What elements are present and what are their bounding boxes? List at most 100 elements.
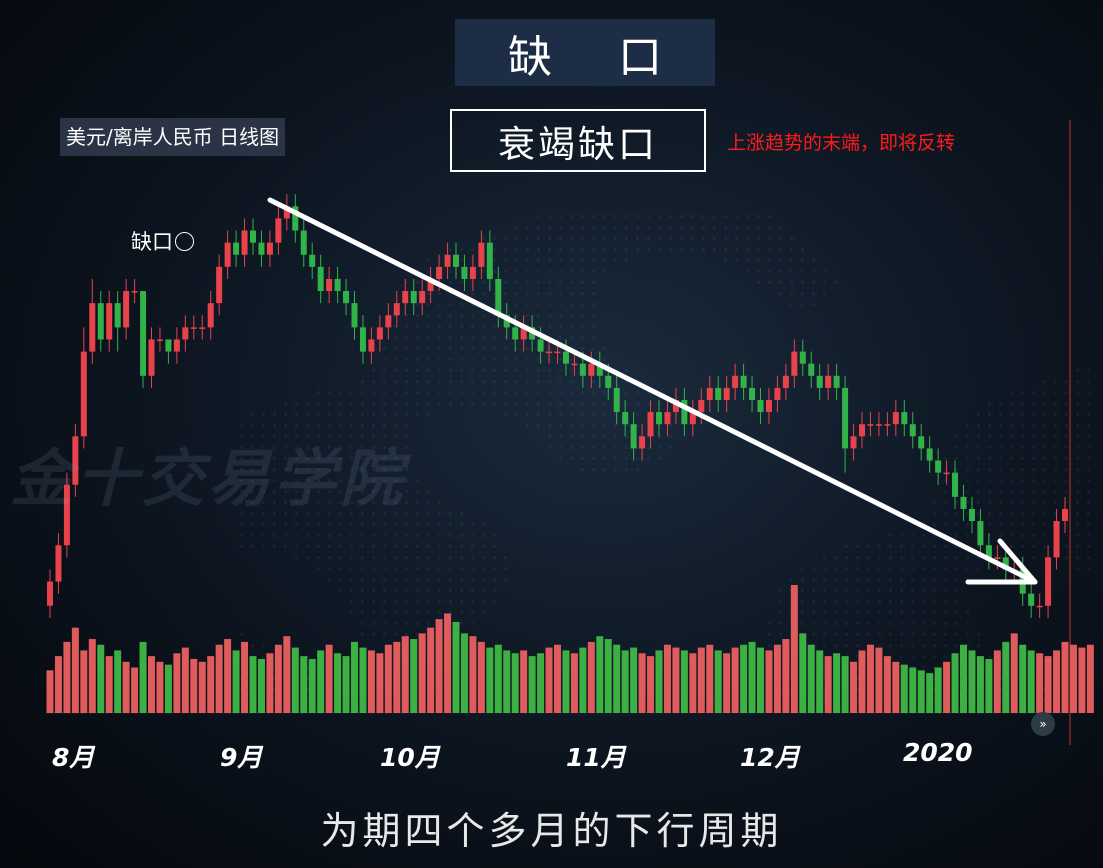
map-dot	[460, 567, 463, 570]
map-dot	[900, 556, 903, 559]
map-dot	[493, 589, 496, 592]
map-dot	[416, 545, 419, 548]
candle-body	[926, 448, 933, 461]
candle-body	[199, 327, 206, 329]
map-dot	[779, 600, 782, 603]
volume-bar	[384, 644, 392, 713]
map-dot	[911, 633, 914, 636]
candle-body	[985, 545, 992, 558]
map-dot	[1010, 545, 1013, 548]
map-dot	[988, 523, 991, 526]
map-dot	[1054, 468, 1057, 471]
map-dot	[394, 424, 397, 427]
map-dot	[812, 622, 815, 625]
map-dot	[812, 578, 815, 581]
map-dot	[262, 490, 265, 493]
volume-bar	[976, 656, 984, 713]
fast-forward-icon[interactable]: »	[1031, 712, 1055, 736]
map-dot	[779, 622, 782, 625]
volume-bar	[317, 650, 325, 713]
map-dot	[625, 446, 628, 449]
map-dot	[713, 226, 716, 229]
volume-bar	[680, 650, 688, 713]
map-dot	[482, 391, 485, 394]
map-dot	[955, 523, 958, 526]
candle-body	[300, 230, 307, 255]
volume-bar	[207, 656, 215, 713]
map-dot	[339, 589, 342, 592]
map-dot	[570, 424, 573, 427]
candle-body	[89, 303, 96, 352]
map-dot	[966, 435, 969, 438]
map-dot	[790, 270, 793, 273]
map-dot	[251, 468, 254, 471]
map-dot	[559, 424, 562, 427]
map-dot	[361, 589, 364, 592]
map-dot	[405, 600, 408, 603]
map-dot	[1021, 435, 1024, 438]
map-dot	[460, 347, 463, 350]
map-dot	[416, 325, 419, 328]
map-dot	[625, 402, 628, 405]
map-dot	[966, 556, 969, 559]
map-dot	[801, 622, 804, 625]
map-dot	[449, 336, 452, 339]
map-dot	[339, 435, 342, 438]
map-dot	[394, 358, 397, 361]
map-dot	[372, 578, 375, 581]
map-dot	[1021, 413, 1024, 416]
map-dot	[306, 666, 309, 669]
map-dot	[1054, 457, 1057, 460]
map-dot	[823, 644, 826, 647]
map-dot	[977, 435, 980, 438]
map-dot	[647, 215, 650, 218]
map-dot	[812, 292, 815, 295]
map-dot	[966, 523, 969, 526]
map-dot	[724, 237, 727, 240]
map-dot	[636, 248, 639, 251]
candle-body	[453, 254, 459, 267]
candle-body	[571, 363, 578, 366]
volume-bar	[452, 621, 460, 713]
map-dot	[1021, 402, 1024, 405]
map-dot	[427, 611, 430, 614]
map-dot	[1065, 556, 1068, 559]
candle-body	[1053, 521, 1060, 558]
volume-bar	[824, 656, 832, 713]
map-dot	[515, 248, 518, 251]
map-dot	[449, 567, 452, 570]
map-dot	[493, 567, 496, 570]
map-dot	[317, 523, 320, 526]
volume-bar	[570, 653, 578, 713]
map-dot	[966, 699, 969, 702]
map-dot	[471, 611, 474, 614]
map-dot	[658, 446, 661, 449]
map-dot	[394, 479, 397, 482]
volume-bar	[148, 656, 155, 713]
volume-bar	[198, 661, 206, 713]
map-dot	[361, 402, 364, 405]
map-dot	[405, 325, 408, 328]
map-dot	[240, 446, 243, 449]
map-dot	[240, 523, 243, 526]
candle-body	[275, 218, 282, 243]
map-dot	[427, 259, 430, 262]
map-dot	[999, 457, 1002, 460]
map-dot	[889, 589, 892, 592]
x-tick-label: 10月	[380, 743, 440, 772]
map-dot	[537, 402, 540, 405]
map-dot	[405, 611, 408, 614]
map-dot	[779, 281, 782, 284]
map-dot	[350, 424, 353, 427]
map-dot	[526, 281, 529, 284]
map-dot	[548, 325, 551, 328]
map-dot	[427, 490, 430, 493]
map-dot	[537, 259, 540, 262]
map-dot	[922, 589, 925, 592]
volume-bar	[511, 653, 519, 713]
map-dot	[405, 413, 408, 416]
map-dot	[416, 391, 419, 394]
map-dot	[372, 457, 375, 460]
map-dot	[372, 479, 375, 482]
map-dot	[856, 633, 859, 636]
